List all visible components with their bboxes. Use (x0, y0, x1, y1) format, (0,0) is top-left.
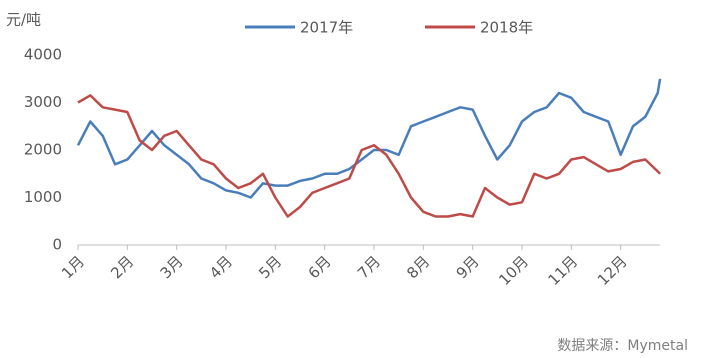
y-tick-label: 2000 (24, 141, 62, 159)
x-tick-label: 4月 (206, 252, 236, 282)
x-tick-label: 9月 (453, 252, 483, 282)
y-tick-label: 3000 (24, 93, 62, 111)
x-tick-label: 11月 (545, 252, 582, 289)
y-tick-label: 0 (52, 236, 62, 254)
y-tick-label: 1000 (24, 188, 62, 206)
x-tick-label: 2月 (107, 252, 137, 282)
x-tick-label: 8月 (403, 252, 433, 282)
x-tick-label: 12月 (594, 252, 631, 289)
legend-label: 2018年 (480, 19, 533, 37)
source-note: 数据来源：Mymetal (557, 338, 688, 354)
series-line (77, 94, 661, 218)
y-axis-title: 元/吨 (6, 11, 41, 29)
series-line (76, 78, 662, 199)
x-tick-label: 10月 (495, 252, 532, 289)
legend-label: 2017年 (300, 19, 353, 37)
y-tick-label: 4000 (24, 46, 62, 64)
x-tick-label: 5月 (255, 252, 285, 282)
x-tick-label: 7月 (354, 252, 384, 282)
x-tick-label: 3月 (157, 252, 187, 282)
x-tick-label: 6月 (305, 252, 335, 282)
x-tick-label: 1月 (58, 252, 88, 282)
